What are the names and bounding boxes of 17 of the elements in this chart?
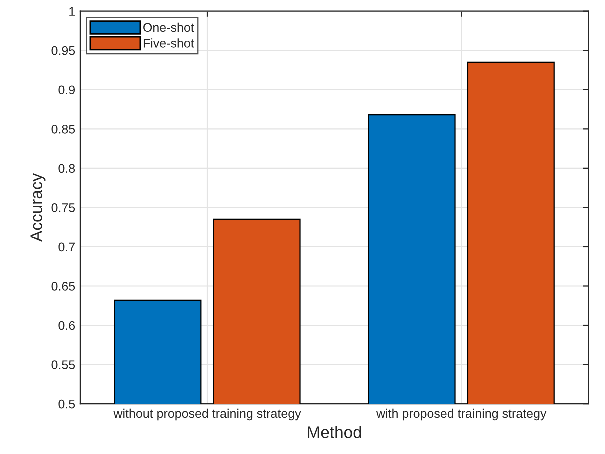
y-tick-label: 0.75 xyxy=(52,204,76,212)
y-tick-label: 0.8 xyxy=(58,164,76,174)
y-tick-label: 0.65 xyxy=(52,282,76,291)
x-tick-label: with proposed training strategy xyxy=(376,408,547,421)
y-tick-label: 0.5 xyxy=(58,400,76,409)
y-tick-label: 0.7 xyxy=(58,242,75,252)
legend-label: One-shot xyxy=(144,22,194,32)
x-axis-title: Method xyxy=(308,426,362,438)
x-tick-label: without proposed training strategy xyxy=(114,408,302,421)
y-axis-title: Accuracy xyxy=(30,173,46,242)
y-tick-label: 0.6 xyxy=(58,321,76,330)
legend-label: Five-shot xyxy=(144,38,194,48)
y-tick-label: 0.85 xyxy=(52,124,76,134)
y-tick-label: 0.9 xyxy=(58,86,76,95)
y-tick-label: 1 xyxy=(70,7,75,16)
y-tick-label: 0.95 xyxy=(52,46,76,56)
y-tick-label: 0.55 xyxy=(52,360,76,370)
